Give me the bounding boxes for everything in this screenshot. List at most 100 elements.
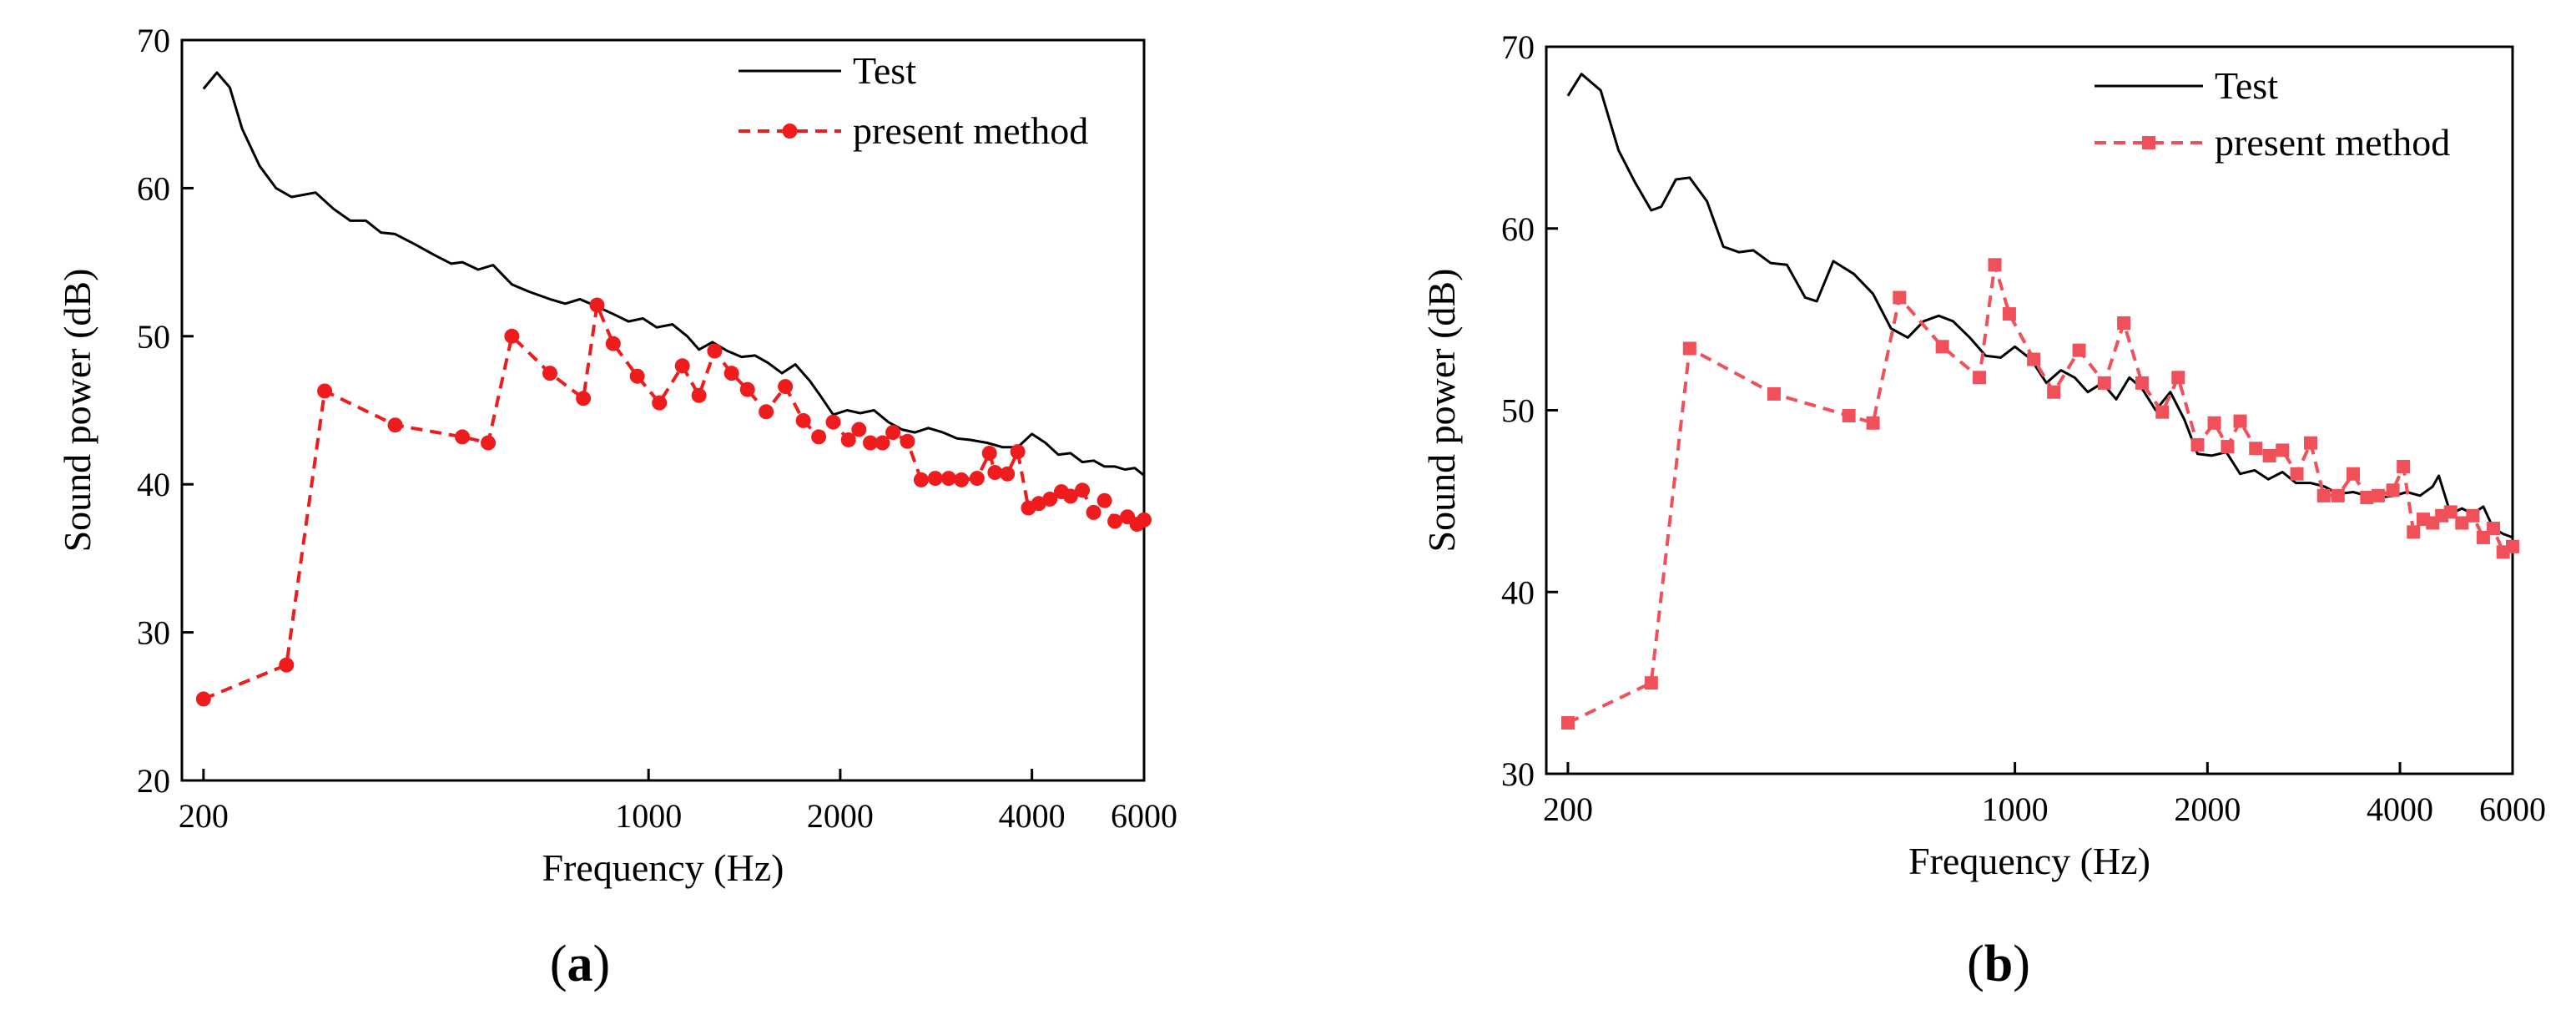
data-point: [954, 472, 970, 487]
legend-entry: Test: [2095, 64, 2278, 107]
data-point: [723, 366, 739, 381]
data-point: [2002, 307, 2016, 321]
series-present-method: [195, 297, 1152, 707]
data-point: [1031, 496, 1046, 512]
data-point: [1767, 386, 1781, 401]
data-point: [2316, 488, 2331, 502]
y-tick-label: 30: [137, 614, 170, 652]
data-point: [674, 358, 690, 374]
data-point: [2262, 448, 2276, 462]
y-axis-title: Sound power (dB): [1420, 269, 1463, 553]
y-tick-label: 30: [1501, 755, 1535, 793]
data-point: [1096, 492, 1112, 508]
y-tick-label: 40: [1501, 573, 1535, 611]
y-tick-label: 70: [1501, 28, 1535, 66]
data-point: [1086, 504, 1101, 520]
data-point: [1893, 290, 1907, 305]
data-point: [2190, 437, 2205, 452]
data-point: [913, 472, 929, 487]
y-tick-label: 60: [137, 169, 170, 207]
data-point: [987, 465, 1003, 481]
data-point: [969, 471, 985, 487]
data-point: [2047, 385, 2061, 399]
panel-label-letter: b: [1984, 936, 2013, 992]
panel-a: 20 30 40 50 60 70 200 1000 2000 4000 6000 Frequency…: [56, 22, 1177, 992]
legend-swatch-marker: [2142, 136, 2155, 149]
data-point: [2135, 376, 2149, 390]
data-point: [2117, 316, 2131, 330]
data-point: [1682, 341, 1696, 356]
panel-label-open-paren: (: [1967, 936, 1984, 992]
data-point: [1560, 716, 1575, 730]
data-point: [2331, 488, 2345, 502]
data-point: [2097, 376, 2111, 390]
data-point: [504, 328, 520, 344]
data-point: [2476, 530, 2490, 544]
legend-entry: Test: [739, 49, 916, 92]
data-point: [481, 435, 497, 451]
data-point: [652, 395, 668, 411]
data-point: [981, 445, 997, 461]
data-point: [605, 336, 621, 351]
panel-label-open-paren: (: [550, 936, 567, 992]
x-tick-label: 2000: [2174, 790, 2241, 828]
data-point: [875, 435, 890, 451]
data-point: [2290, 467, 2304, 481]
panel-label: (b): [1967, 936, 2030, 992]
data-point: [900, 433, 915, 449]
data-point: [1010, 444, 1026, 460]
data-point: [2372, 488, 2386, 502]
data-point: [629, 368, 645, 384]
legend-entry: present method: [2095, 121, 2450, 164]
data-point: [1107, 513, 1123, 529]
data-point: [840, 432, 856, 447]
y-axis-title: Sound power (dB): [56, 269, 98, 553]
panel-label-letter: a: [567, 936, 593, 992]
x-tick-label: 2000: [807, 797, 874, 835]
data-point: [2466, 508, 2480, 523]
data-point: [1866, 416, 1880, 430]
x-tick-label: 6000: [2479, 790, 2546, 828]
x-tick-label: 1000: [615, 797, 682, 835]
legend-label: present method: [853, 109, 1088, 152]
x-tick-label: 4000: [999, 797, 1066, 835]
data-point: [1935, 340, 1949, 354]
data-point: [2455, 516, 2469, 530]
data-point: [2276, 443, 2290, 457]
x-tick-label: 200: [1543, 790, 1593, 828]
data-point: [739, 381, 755, 397]
y-tick-label: 20: [137, 762, 170, 800]
x-tick-label: 6000: [1111, 797, 1177, 835]
data-point: [851, 422, 867, 437]
data-point: [940, 471, 956, 487]
panel-label: (a): [550, 936, 610, 992]
data-point: [2072, 343, 2086, 357]
data-point: [2346, 467, 2360, 481]
data-point: [1062, 488, 1078, 504]
data-point: [795, 412, 811, 428]
legend-entry: present method: [739, 109, 1088, 152]
data-point: [387, 417, 403, 433]
y-tick-label: 70: [137, 22, 170, 59]
data-point: [927, 471, 943, 487]
plot-frame: [180, 38, 1146, 782]
data-point: [542, 366, 558, 381]
y-tick-label: 50: [1501, 392, 1535, 430]
data-point: [1137, 512, 1152, 528]
data-point: [1042, 491, 1058, 507]
series-line: [203, 303, 1146, 701]
data-point: [811, 429, 827, 445]
data-point: [589, 297, 605, 313]
x-axis-title: Frequency (Hz): [1908, 840, 2150, 882]
data-point: [778, 379, 794, 395]
data-point: [2397, 460, 2411, 474]
data-point: [2171, 371, 2185, 385]
data-point: [576, 391, 592, 407]
legend-label: Test: [853, 49, 916, 92]
data-point: [2221, 440, 2235, 454]
data-point: [2249, 442, 2263, 456]
data-point: [885, 425, 901, 441]
x-tick-label: 1000: [1982, 790, 2049, 828]
